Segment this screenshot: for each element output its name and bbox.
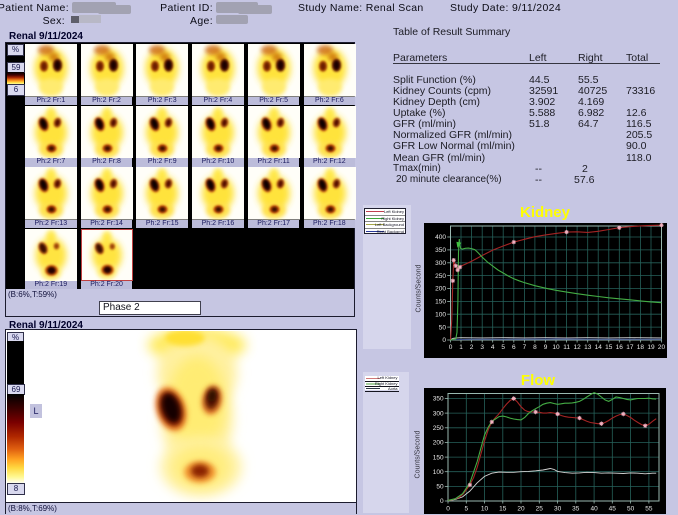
svg-text:0: 0	[449, 344, 453, 351]
svg-text:100: 100	[435, 312, 446, 319]
svg-text:0: 0	[440, 498, 444, 505]
svg-text:150: 150	[433, 454, 444, 461]
svg-text:13: 13	[584, 344, 592, 351]
svg-text:150: 150	[435, 299, 446, 306]
svg-text:45: 45	[609, 506, 617, 513]
svg-text:15: 15	[605, 344, 613, 351]
svg-text:10: 10	[552, 344, 560, 351]
svg-text:0: 0	[446, 506, 450, 513]
svg-text:3: 3	[480, 344, 484, 351]
svg-text:55: 55	[645, 506, 653, 513]
svg-text:7: 7	[523, 344, 527, 351]
svg-text:50: 50	[627, 506, 635, 513]
svg-text:15: 15	[499, 506, 507, 513]
svg-text:40: 40	[590, 506, 598, 513]
svg-text:200: 200	[435, 286, 446, 293]
svg-text:400: 400	[435, 234, 446, 241]
svg-text:1: 1	[459, 344, 463, 351]
svg-text:5: 5	[464, 506, 468, 513]
svg-text:19: 19	[647, 344, 655, 351]
svg-text:200: 200	[433, 440, 444, 447]
svg-text:11: 11	[563, 344, 570, 351]
svg-text:250: 250	[435, 273, 446, 280]
svg-text:50: 50	[439, 324, 447, 331]
svg-text:18: 18	[637, 344, 645, 351]
svg-text:35: 35	[572, 506, 580, 513]
svg-text:14: 14	[595, 344, 603, 351]
svg-text:0: 0	[442, 337, 446, 344]
svg-text:20: 20	[517, 506, 525, 513]
svg-text:20: 20	[658, 344, 666, 351]
svg-text:10: 10	[481, 506, 489, 513]
svg-text:5: 5	[501, 344, 505, 351]
svg-text:12: 12	[573, 344, 581, 351]
svg-text:50: 50	[436, 484, 444, 491]
svg-text:4: 4	[491, 344, 495, 351]
svg-text:6: 6	[512, 344, 516, 351]
svg-text:300: 300	[435, 260, 446, 267]
svg-text:9: 9	[544, 344, 548, 351]
svg-text:25: 25	[536, 506, 544, 513]
svg-text:8: 8	[533, 344, 537, 351]
svg-text:300: 300	[433, 410, 444, 417]
svg-text:16: 16	[616, 344, 624, 351]
svg-text:250: 250	[433, 425, 444, 432]
svg-text:350: 350	[433, 396, 444, 403]
svg-text:100: 100	[433, 469, 444, 476]
svg-text:30: 30	[554, 506, 562, 513]
svg-text:2: 2	[470, 344, 474, 351]
svg-text:350: 350	[435, 247, 446, 254]
svg-text:17: 17	[626, 344, 634, 351]
